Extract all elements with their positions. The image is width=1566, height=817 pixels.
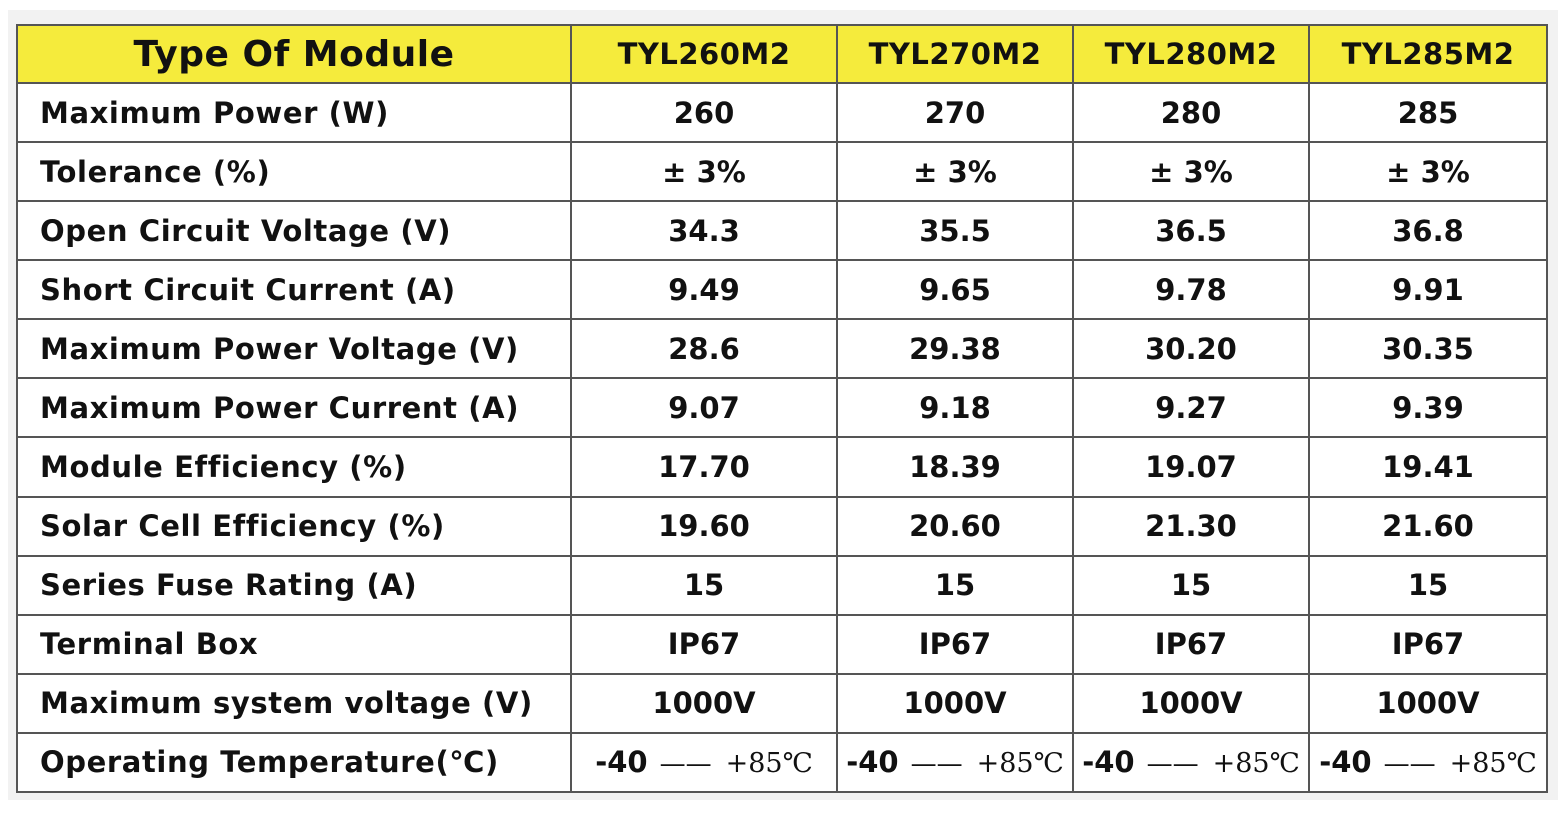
table-cell: 9.39 xyxy=(1308,377,1548,439)
table-cell: 9.78 xyxy=(1072,259,1310,321)
table-row: Open Circuit Voltage (V) 34.3 35.5 36.5 … xyxy=(16,200,1548,262)
table-cell: 36.5 xyxy=(1072,200,1310,262)
parameter-label: Solar Cell Efficiency (%) xyxy=(16,495,572,557)
temperature-max: +85℃ xyxy=(1212,748,1300,780)
table-cell: IP67 xyxy=(570,613,838,675)
table-cell: 15 xyxy=(570,554,838,616)
table-cell: 30.20 xyxy=(1072,318,1310,380)
table-row: Solar Cell Efficiency (%) 19.60 20.60 21… xyxy=(16,495,1548,557)
parameter-label: Operating Temperature(℃) xyxy=(16,731,572,794)
table-row: Short Circuit Current (A) 9.49 9.65 9.78… xyxy=(16,259,1548,321)
range-dash: —— xyxy=(910,749,963,780)
type-of-module-header: Type Of Module xyxy=(16,24,572,84)
table-cell: 9.18 xyxy=(836,377,1074,439)
table-row: Tolerance (%) ± 3% ± 3% ± 3% ± 3% xyxy=(16,141,1548,203)
table-cell: 9.91 xyxy=(1308,259,1548,321)
temperature-min: -40 xyxy=(1082,745,1135,780)
table-cell: 18.39 xyxy=(836,436,1074,498)
parameter-label: Maximum system voltage (V) xyxy=(16,672,572,734)
range-dash: —— xyxy=(1383,749,1436,780)
table-cell: 9.27 xyxy=(1072,377,1310,439)
temperature-range-cell: -40 —— +85℃ xyxy=(570,731,838,794)
table-cell: IP67 xyxy=(836,613,1074,675)
parameter-label: Maximum Power Current (A) xyxy=(16,377,572,439)
table-row: Module Efficiency (%) 17.70 18.39 19.07 … xyxy=(16,436,1548,498)
table-cell: 15 xyxy=(1308,554,1548,616)
table-cell: 1000V xyxy=(836,672,1074,734)
temperature-min: -40 xyxy=(846,745,899,780)
table-cell: 270 xyxy=(836,81,1074,144)
parameter-label: Terminal Box xyxy=(16,613,572,675)
table-cell: 9.49 xyxy=(570,259,838,321)
table-cell: 15 xyxy=(836,554,1074,616)
table-cell: 280 xyxy=(1072,81,1310,144)
parameter-label: Short Circuit Current (A) xyxy=(16,259,572,321)
table-cell: 1000V xyxy=(1308,672,1548,734)
model-header: TYL285M2 xyxy=(1308,24,1548,84)
table-row: Series Fuse Rating (A) 15 15 15 15 xyxy=(16,554,1548,616)
table-cell: 28.6 xyxy=(570,318,838,380)
table-cell: IP67 xyxy=(1308,613,1548,675)
table-cell: 21.30 xyxy=(1072,495,1310,557)
parameter-label: Series Fuse Rating (A) xyxy=(16,554,572,616)
table-row: Terminal Box IP67 IP67 IP67 IP67 xyxy=(16,613,1548,675)
table-row: Maximum Power Current (A) 9.07 9.18 9.27… xyxy=(16,377,1548,439)
module-spec-table: Type Of Module TYL260M2 TYL270M2 TYL280M… xyxy=(16,24,1548,794)
table-cell: 9.65 xyxy=(836,259,1074,321)
header-row: Type Of Module TYL260M2 TYL270M2 TYL280M… xyxy=(16,24,1548,84)
table-cell: 30.35 xyxy=(1308,318,1548,380)
parameter-label: Tolerance (%) xyxy=(16,141,572,203)
temperature-min: -40 xyxy=(595,745,648,780)
temperature-max: +85℃ xyxy=(725,748,813,780)
table-row-operating-temperature: Operating Temperature(℃) -40 —— +85℃ -40 ——… xyxy=(16,731,1548,794)
temperature-max: +85℃ xyxy=(1449,748,1537,780)
table-cell: 285 xyxy=(1308,81,1548,144)
table-cell: 1000V xyxy=(570,672,838,734)
table-cell: 21.60 xyxy=(1308,495,1548,557)
temperature-range-cell: -40 —— +85℃ xyxy=(836,731,1074,794)
table-cell: 19.60 xyxy=(570,495,838,557)
table-cell: 29.38 xyxy=(836,318,1074,380)
model-header: TYL280M2 xyxy=(1072,24,1310,84)
table-cell: 260 xyxy=(570,81,838,144)
table-row: Maximum Power (W) 260 270 280 285 xyxy=(16,81,1548,144)
model-header: TYL270M2 xyxy=(836,24,1074,84)
table-cell: 15 xyxy=(1072,554,1310,616)
table-cell: 9.07 xyxy=(570,377,838,439)
parameter-label: Maximum Power (W) xyxy=(16,81,572,144)
table-row: Maximum Power Voltage (V) 28.6 29.38 30.… xyxy=(16,318,1548,380)
table-cell: 19.41 xyxy=(1308,436,1548,498)
table-cell: ± 3% xyxy=(836,141,1074,203)
table-cell: ± 3% xyxy=(1072,141,1310,203)
table-cell: 17.70 xyxy=(570,436,838,498)
table-cell: IP67 xyxy=(1072,613,1310,675)
parameter-label: Maximum Power Voltage (V) xyxy=(16,318,572,380)
range-dash: —— xyxy=(659,749,712,780)
table-row: Maximum system voltage (V) 1000V 1000V 1… xyxy=(16,672,1548,734)
range-dash: —— xyxy=(1146,749,1199,780)
table-cell: 35.5 xyxy=(836,200,1074,262)
table-cell: 34.3 xyxy=(570,200,838,262)
temperature-range-cell: -40 —— +85℃ xyxy=(1072,731,1310,794)
table-cell: 1000V xyxy=(1072,672,1310,734)
temperature-max: +85℃ xyxy=(976,748,1064,780)
parameter-label: Open Circuit Voltage (V) xyxy=(16,200,572,262)
parameter-label: Module Efficiency (%) xyxy=(16,436,572,498)
table-cell: ± 3% xyxy=(570,141,838,203)
table-cell: 36.8 xyxy=(1308,200,1548,262)
temperature-min: -40 xyxy=(1319,745,1372,780)
table-cell: 20.60 xyxy=(836,495,1074,557)
temperature-range-cell: -40 —— +85℃ xyxy=(1308,731,1548,794)
table-cell: 19.07 xyxy=(1072,436,1310,498)
table-cell: ± 3% xyxy=(1308,141,1548,203)
model-header: TYL260M2 xyxy=(570,24,838,84)
